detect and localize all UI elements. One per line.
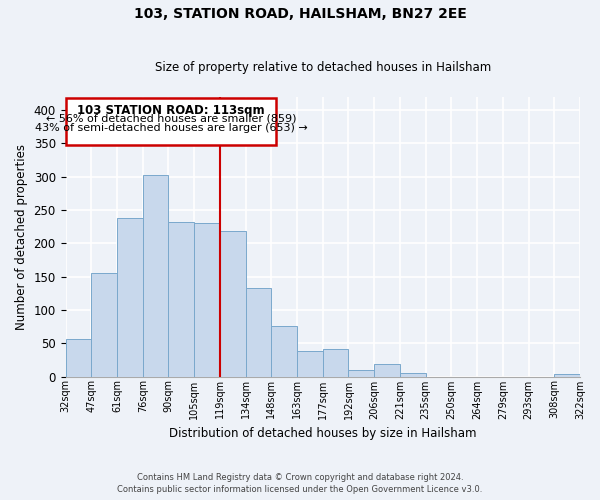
Text: 103 STATION ROAD: 113sqm: 103 STATION ROAD: 113sqm (77, 104, 265, 117)
Bar (323, 348, 349, 376)
Bar (143, 174, 169, 376)
Y-axis label: Number of detached properties: Number of detached properties (15, 144, 28, 330)
Text: 43% of semi-detached houses are larger (653) →: 43% of semi-detached houses are larger (… (35, 122, 307, 132)
Bar (65, 98, 277, 144)
Bar (169, 222, 194, 376)
Text: 103, STATION ROAD, HAILSHAM, BN27 2EE: 103, STATION ROAD, HAILSHAM, BN27 2EE (134, 8, 466, 22)
Text: ← 56% of detached houses are smaller (859): ← 56% of detached houses are smaller (85… (46, 113, 296, 123)
Bar (400, 372, 425, 376)
Bar (220, 231, 245, 376)
Bar (297, 350, 323, 376)
Bar (194, 223, 220, 376)
X-axis label: Distribution of detached houses by size in Hailsham: Distribution of detached houses by size … (169, 427, 476, 440)
Text: Contains HM Land Registry data © Crown copyright and database right 2024.: Contains HM Land Registry data © Crown c… (137, 472, 463, 482)
Bar (271, 326, 297, 376)
Bar (117, 218, 143, 376)
Bar (349, 370, 374, 376)
Bar (245, 288, 271, 376)
Bar (374, 364, 400, 376)
Title: Size of property relative to detached houses in Hailsham: Size of property relative to detached ho… (155, 62, 491, 74)
Bar (554, 374, 580, 376)
Bar (91, 273, 117, 376)
Text: Contains public sector information licensed under the Open Government Licence v3: Contains public sector information licen… (118, 485, 482, 494)
Bar (65, 338, 91, 376)
